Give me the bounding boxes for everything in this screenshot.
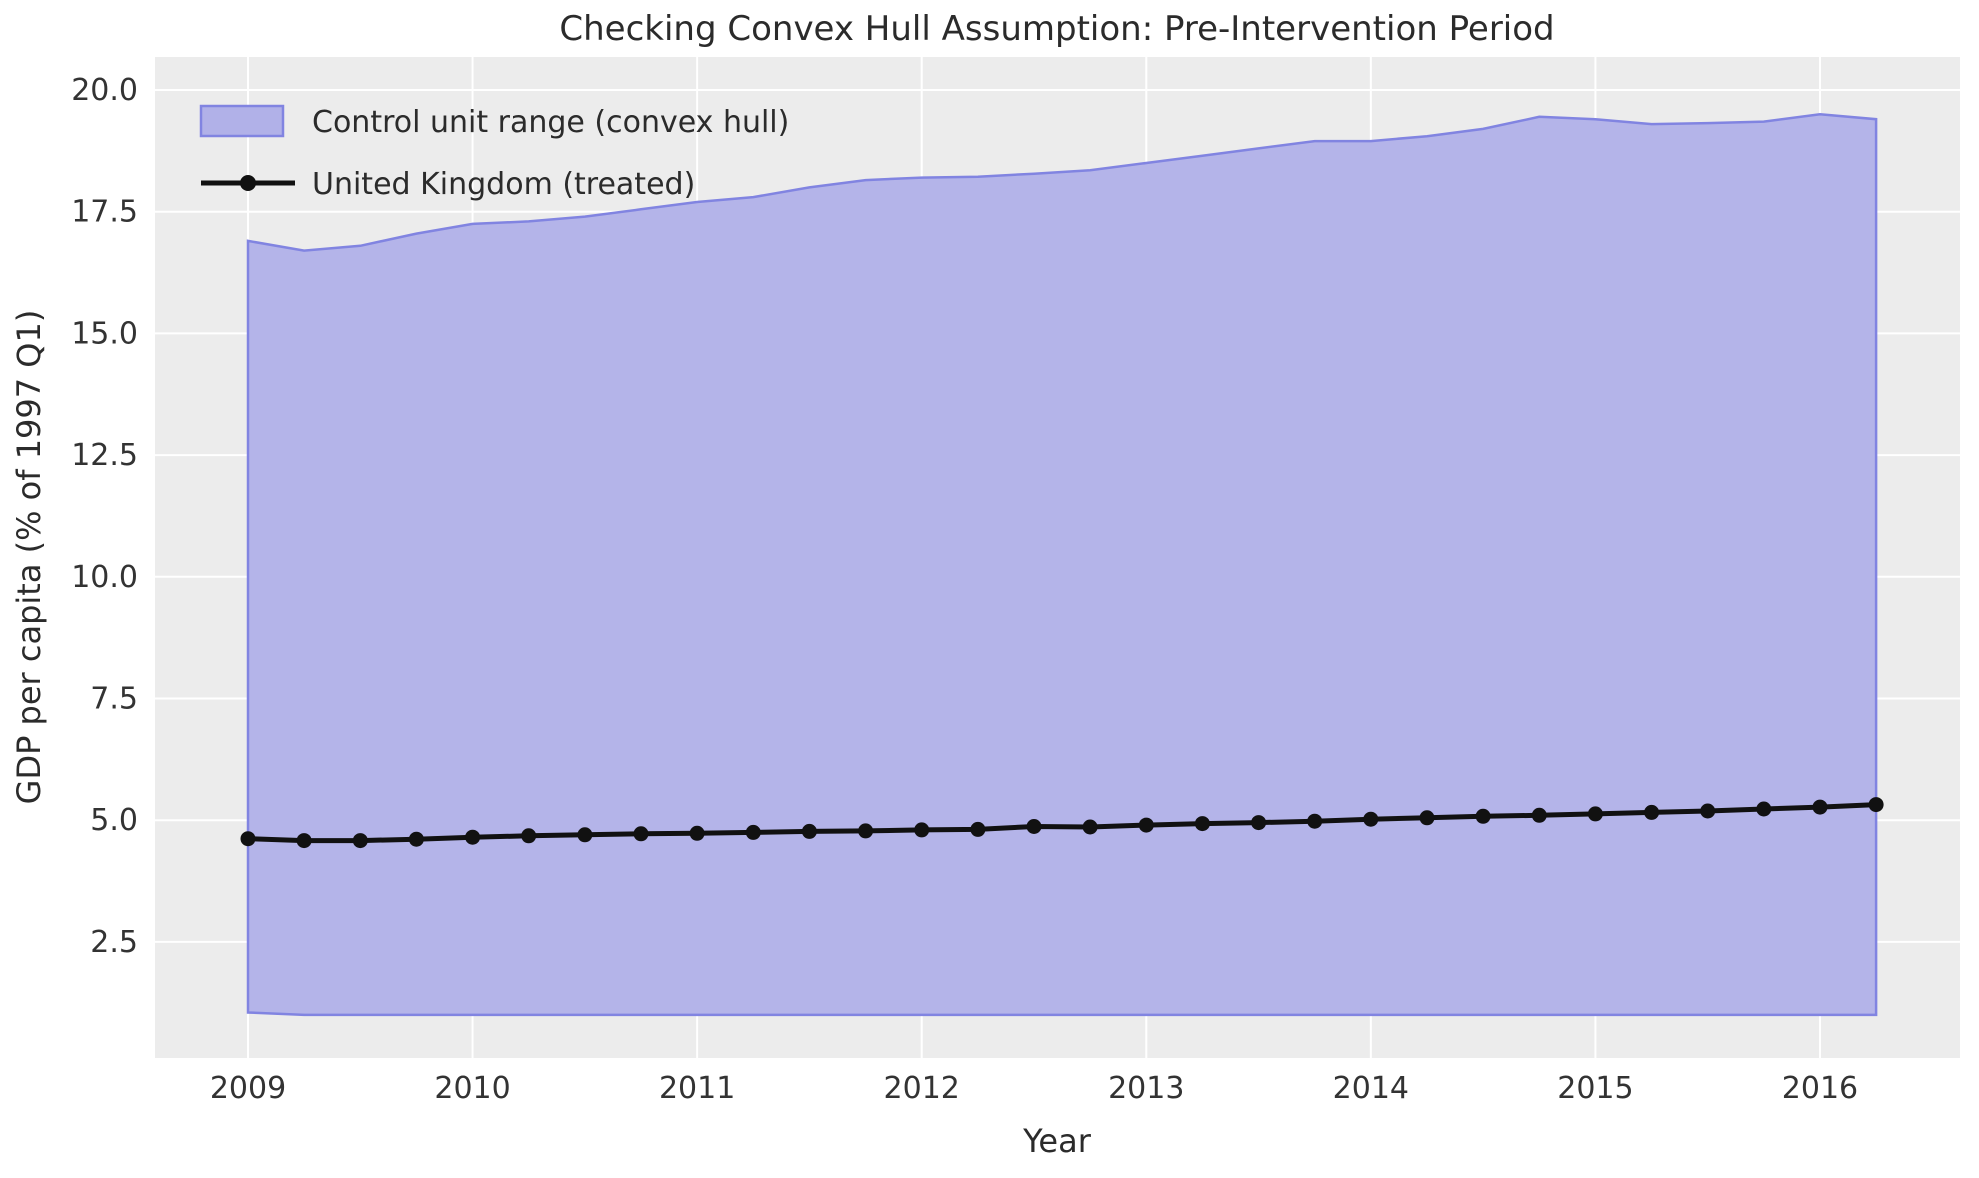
- x-tick-label: 2013: [1108, 1071, 1184, 1106]
- x-tick-label: 2010: [434, 1071, 510, 1106]
- uk-data-point: [689, 825, 705, 841]
- uk-data-point: [521, 828, 537, 844]
- y-tick-label: 20.0: [71, 73, 138, 108]
- x-tick-label: 2011: [659, 1071, 735, 1106]
- uk-data-point: [1868, 797, 1884, 813]
- uk-data-point: [745, 824, 761, 840]
- y-tick-label: 12.5: [71, 438, 138, 473]
- convex-hull-band: [246, 113, 1878, 1017]
- uk-data-point: [577, 827, 593, 843]
- uk-data-point: [1475, 808, 1491, 824]
- uk-data-point: [1251, 815, 1267, 831]
- y-tick-label: 17.5: [71, 195, 138, 230]
- x-tick-label: 2012: [884, 1071, 960, 1106]
- y-tick-label: 10.0: [71, 560, 138, 595]
- uk-data-point: [1700, 803, 1716, 819]
- y-tick-label: 7.5: [90, 682, 138, 717]
- x-tick-label: 2016: [1782, 1071, 1858, 1106]
- legend-band-swatch: [199, 104, 285, 138]
- legend: Control unit range (convex hull) United …: [199, 104, 789, 202]
- uk-data-point: [801, 823, 817, 839]
- legend-marker-dot: [240, 175, 256, 191]
- x-axis-ticks: 2009 2010 2011 2012 2013 2014 2015 2016: [210, 1071, 1858, 1106]
- uk-data-point: [633, 826, 649, 842]
- uk-data-point: [296, 833, 312, 849]
- uk-data-point: [1531, 807, 1547, 823]
- uk-data-point: [465, 829, 481, 845]
- uk-data-point: [914, 822, 930, 838]
- chart-title: Checking Convex Hull Assumption: Pre-Int…: [559, 9, 1554, 49]
- y-tick-label: 5.0: [90, 803, 138, 838]
- uk-data-point: [1363, 811, 1379, 827]
- y-tick-label: 15.0: [71, 316, 138, 351]
- uk-data-point: [1644, 804, 1660, 820]
- y-axis-label: GDP per capita (% of 1997 Q1): [10, 310, 48, 805]
- x-tick-label: 2015: [1557, 1071, 1633, 1106]
- uk-data-point: [1587, 806, 1603, 822]
- uk-data-point: [858, 823, 874, 839]
- uk-data-point: [1082, 819, 1098, 835]
- uk-data-point: [970, 821, 986, 837]
- uk-treated-line: [247, 802, 1877, 844]
- x-tick-label: 2009: [210, 1071, 286, 1106]
- uk-treated-markers: [240, 797, 1884, 849]
- uk-data-point: [1026, 819, 1042, 834]
- uk-data-point: [1194, 816, 1210, 832]
- uk-data-point: [408, 831, 424, 847]
- y-tick-label: 2.5: [90, 925, 138, 960]
- legend-line-label: United Kingdom (treated): [312, 167, 695, 202]
- uk-data-point: [240, 831, 256, 847]
- x-axis-label: Year: [1022, 1122, 1092, 1160]
- y-axis-ticks: 2.5 5.0 7.5 10.0 12.5 15.0 17.5 20.0: [71, 73, 138, 960]
- uk-data-point: [1307, 813, 1323, 829]
- uk-data-point: [1138, 817, 1154, 833]
- uk-data-point: [1756, 801, 1772, 817]
- x-tick-label: 2014: [1333, 1071, 1409, 1106]
- uk-data-point: [1419, 810, 1435, 826]
- legend-band-label: Control unit range (convex hull): [312, 105, 789, 140]
- uk-data-point: [352, 833, 368, 849]
- uk-data-point: [1812, 799, 1828, 815]
